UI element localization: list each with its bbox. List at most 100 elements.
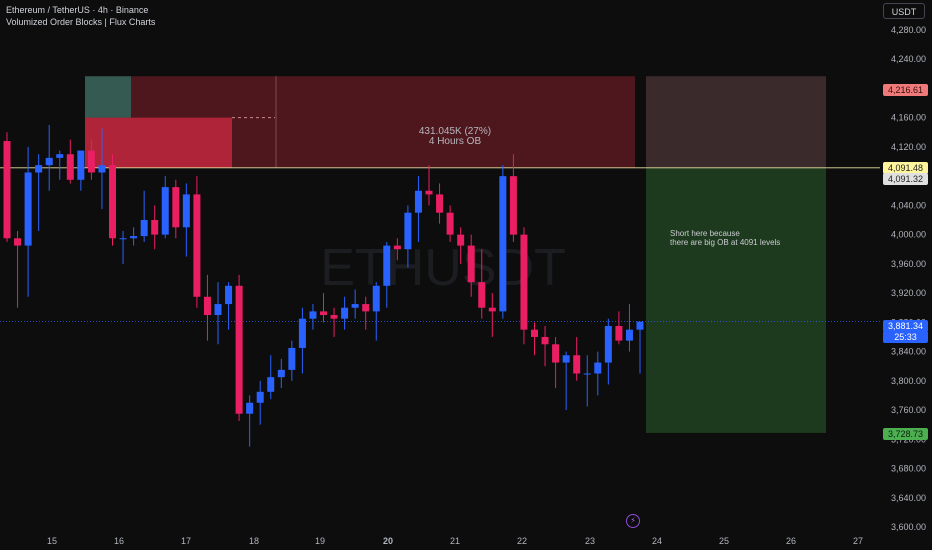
candle-body [467, 245, 475, 283]
price-axis-label: 3,840.00 [891, 347, 926, 357]
candle-body [3, 141, 11, 239]
price-axis-label: 4,280.00 [891, 25, 926, 35]
candle-body [583, 373, 591, 375]
candle [182, 183, 190, 257]
candle [573, 336, 581, 381]
candle-body [636, 321, 644, 330]
candle-body [151, 220, 159, 235]
candles-group [3, 124, 644, 447]
candle-body [372, 285, 380, 312]
candle-body [351, 304, 359, 308]
ob-mid-price-tag: 4,091.48 [883, 162, 928, 174]
candle-body [457, 234, 465, 246]
candle-body [341, 307, 349, 319]
candle-body [182, 194, 190, 228]
countdown-tag: 25:33 [883, 331, 928, 343]
candle [140, 190, 148, 242]
candle [531, 322, 538, 356]
current-price-tag: 3,881.34 [883, 320, 928, 332]
candle [488, 293, 496, 337]
candle-body [499, 176, 507, 312]
time-axis-label: 19 [315, 536, 325, 546]
candle-body [520, 234, 528, 330]
candle-body [478, 282, 486, 308]
candle [277, 358, 285, 389]
candle-body [98, 165, 106, 173]
candle [604, 318, 612, 385]
candle-body [383, 245, 391, 286]
candle [225, 282, 233, 330]
candle-body [393, 245, 401, 250]
chart-title: Ethereum / TetherUS · 4h · Binance [6, 5, 149, 15]
candle-body [298, 318, 306, 348]
candle-body [172, 187, 180, 228]
candle [288, 340, 296, 381]
candle-body [552, 344, 560, 363]
candle [615, 311, 623, 345]
candle-body [541, 336, 549, 345]
candle-body [615, 326, 623, 341]
candle [56, 150, 64, 180]
candle-body [203, 296, 211, 316]
time-axis-label: 18 [249, 536, 259, 546]
candle [161, 176, 169, 239]
time-axis[interactable]: 15 16 17 18 19 20 21 22 23 24 25 26 27 [47, 536, 863, 546]
candle-body [267, 377, 275, 392]
time-axis-label: 17 [181, 536, 191, 546]
candle [66, 139, 74, 184]
indicator-label[interactable]: Volumized Order Blocks | Flux Charts [6, 17, 156, 27]
candle [404, 205, 412, 268]
candle [425, 165, 433, 206]
candle [541, 326, 549, 367]
candle-body [436, 194, 444, 213]
candle-body [77, 150, 85, 180]
candle [552, 336, 560, 389]
currency-button[interactable]: USDT [883, 3, 925, 19]
candle [130, 227, 138, 246]
time-axis-label: 25 [719, 536, 729, 546]
candle [383, 241, 391, 308]
candle-body [509, 176, 517, 235]
candle [98, 128, 106, 210]
stop-loss-zone [646, 76, 826, 168]
candle-body [404, 212, 412, 250]
price-axis-label: 3,960.00 [891, 259, 926, 269]
lightning-icon[interactable]: ⚡ [626, 514, 640, 528]
price-axis-label: 4,000.00 [891, 230, 926, 240]
candle-body [24, 172, 32, 246]
candle-body [362, 304, 370, 312]
price-axis-label: 4,240.00 [891, 54, 926, 64]
candle [151, 205, 159, 250]
candle-body [604, 326, 612, 363]
candle-body [66, 154, 74, 180]
candle [193, 176, 201, 308]
candle-body [625, 329, 633, 341]
time-axis-label: 23 [585, 536, 595, 546]
price-axis[interactable]: 4,280.004,240.004,200.004,160.004,120.00… [891, 25, 926, 532]
candle-body [140, 220, 148, 237]
take-profit-zone [646, 167, 826, 433]
price-axis-label: 3,800.00 [891, 376, 926, 386]
candle [320, 293, 327, 323]
candle [457, 227, 465, 264]
candle [14, 230, 22, 308]
candle-body [35, 165, 43, 173]
price-axis-label: 4,040.00 [891, 200, 926, 210]
price-axis-label: 3,600.00 [891, 522, 926, 532]
price-axis-label: 3,760.00 [891, 405, 926, 415]
candle [267, 355, 275, 400]
candle [330, 307, 338, 337]
candle-body [531, 329, 538, 337]
candle-body [246, 402, 254, 414]
candle-body [161, 187, 169, 235]
time-axis-label: 21 [450, 536, 460, 546]
candle [583, 355, 591, 407]
trade-note: Short here because there are big OB at 4… [670, 229, 780, 247]
candle-body [225, 285, 233, 305]
candle [446, 205, 454, 242]
candle-body [14, 238, 22, 246]
candle [45, 124, 53, 191]
candle-body [488, 307, 496, 312]
order-block-volume-label: 431.045K (27%) [418, 126, 492, 137]
